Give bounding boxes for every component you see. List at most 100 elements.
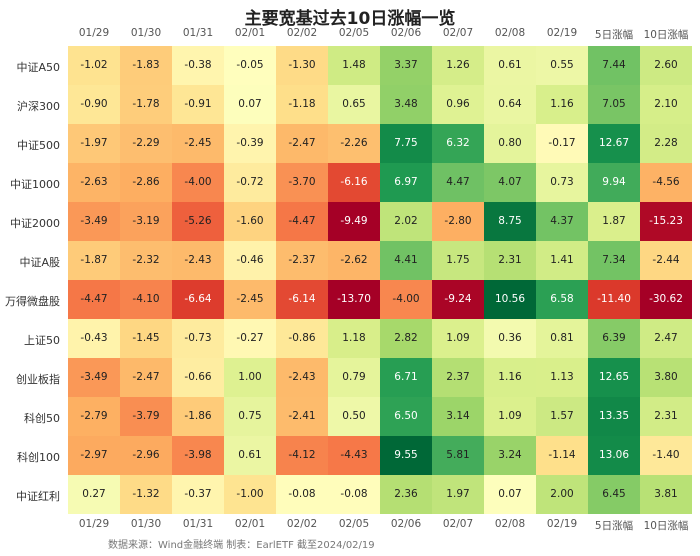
heatmap-cell: 5.81 bbox=[432, 436, 484, 475]
heatmap-cell: 6.58 bbox=[536, 280, 588, 319]
heatmap-cell: 2.00 bbox=[536, 475, 588, 514]
heatmap-cell: 9.94 bbox=[588, 163, 640, 202]
heatmap-cell: -6.14 bbox=[276, 280, 328, 319]
heatmap-cell: -0.08 bbox=[276, 475, 328, 514]
heatmap-cell: 1.41 bbox=[536, 241, 588, 280]
heatmap-cell: -1.78 bbox=[120, 85, 172, 124]
row-label: 沪深300 bbox=[17, 100, 60, 113]
heatmap-cell: 2.37 bbox=[432, 358, 484, 397]
heatmap-cell: 0.73 bbox=[536, 163, 588, 202]
heatmap-cell: 1.97 bbox=[432, 475, 484, 514]
heatmap-cell: -5.26 bbox=[172, 202, 224, 241]
heatmap-cell: 2.47 bbox=[640, 319, 692, 358]
heatmap-cell: 6.39 bbox=[588, 319, 640, 358]
heatmap-cell: 1.00 bbox=[224, 358, 276, 397]
heatmap-cell: 2.28 bbox=[640, 124, 692, 163]
row-label: 中证1000 bbox=[10, 178, 60, 191]
col-header-bottom: 02/07 bbox=[442, 518, 474, 530]
heatmap-cell: 0.75 bbox=[224, 397, 276, 436]
row-label: 科创100 bbox=[17, 451, 60, 464]
heatmap-cell: -4.10 bbox=[120, 280, 172, 319]
heatmap-cell: -2.47 bbox=[276, 124, 328, 163]
heatmap-cell: 12.67 bbox=[588, 124, 640, 163]
heatmap-cell: 0.61 bbox=[224, 436, 276, 475]
heatmap-cell: -0.43 bbox=[68, 319, 120, 358]
col-header-bottom: 01/31 bbox=[182, 518, 214, 530]
heatmap-cell: 7.75 bbox=[380, 124, 432, 163]
heatmap-cell: -2.41 bbox=[276, 397, 328, 436]
heatmap-cell: 0.36 bbox=[484, 319, 536, 358]
col-header-bottom: 02/01 bbox=[234, 518, 266, 530]
heatmap-cell: -1.18 bbox=[276, 85, 328, 124]
heatmap-cell: -9.24 bbox=[432, 280, 484, 319]
heatmap-cell: 1.48 bbox=[328, 46, 380, 85]
heatmap-cell: 1.09 bbox=[432, 319, 484, 358]
heatmap-cell: 0.81 bbox=[536, 319, 588, 358]
heatmap-cell: 2.31 bbox=[640, 397, 692, 436]
row-label: 中证2000 bbox=[10, 217, 60, 230]
heatmap-cell: -1.60 bbox=[224, 202, 276, 241]
heatmap-cell: 1.18 bbox=[328, 319, 380, 358]
heatmap-cell: -0.05 bbox=[224, 46, 276, 85]
heatmap-cell: -1.14 bbox=[536, 436, 588, 475]
col-header-top: 02/05 bbox=[338, 27, 370, 39]
heatmap-cell: 6.32 bbox=[432, 124, 484, 163]
heatmap-cell: 0.07 bbox=[484, 475, 536, 514]
col-header-bottom: 01/30 bbox=[130, 518, 162, 530]
heatmap-cell: 1.57 bbox=[536, 397, 588, 436]
heatmap-cell: -11.40 bbox=[588, 280, 640, 319]
col-header-bottom: 02/05 bbox=[338, 518, 370, 530]
heatmap-cell: -30.62 bbox=[640, 280, 692, 319]
heatmap-cell: 0.07 bbox=[224, 85, 276, 124]
heatmap-cell: -0.39 bbox=[224, 124, 276, 163]
col-header-bottom: 02/19 bbox=[546, 518, 578, 530]
heatmap-cell: 4.41 bbox=[380, 241, 432, 280]
heatmap-cell: -0.73 bbox=[172, 319, 224, 358]
heatmap-cell: 9.55 bbox=[380, 436, 432, 475]
heatmap-cell: -2.45 bbox=[172, 124, 224, 163]
heatmap-cell: -3.49 bbox=[68, 358, 120, 397]
heatmap-cell: 13.06 bbox=[588, 436, 640, 475]
heatmap-cell: 1.16 bbox=[536, 85, 588, 124]
heatmap-cell: -0.46 bbox=[224, 241, 276, 280]
heatmap-cell: -2.79 bbox=[68, 397, 120, 436]
heatmap-cell: 3.24 bbox=[484, 436, 536, 475]
heatmap-cell: -4.00 bbox=[380, 280, 432, 319]
row-label: 中证A股 bbox=[19, 256, 60, 269]
chart-title: 主要宽基过去10日涨幅一览 bbox=[244, 9, 456, 29]
heatmap-cell: -3.70 bbox=[276, 163, 328, 202]
heatmap-cell: 0.64 bbox=[484, 85, 536, 124]
heatmap-cell: 1.75 bbox=[432, 241, 484, 280]
heatmap-cell: -0.66 bbox=[172, 358, 224, 397]
col-header-top: 5日涨幅 bbox=[594, 29, 634, 41]
heatmap-cell: 2.36 bbox=[380, 475, 432, 514]
col-header-top: 01/31 bbox=[182, 27, 214, 39]
heatmap-cell: -4.00 bbox=[172, 163, 224, 202]
heatmap-cell: -0.27 bbox=[224, 319, 276, 358]
heatmap-cell: -2.43 bbox=[276, 358, 328, 397]
heatmap-cell: 4.07 bbox=[484, 163, 536, 202]
heatmap-cell: -2.29 bbox=[120, 124, 172, 163]
col-header-top: 10日涨幅 bbox=[643, 29, 689, 41]
heatmap-cell: -0.17 bbox=[536, 124, 588, 163]
col-header-top: 02/19 bbox=[546, 27, 578, 39]
heatmap-cell: 8.75 bbox=[484, 202, 536, 241]
heatmap-cell: 10.56 bbox=[484, 280, 536, 319]
heatmap-cell: -0.72 bbox=[224, 163, 276, 202]
heatmap-cell: -1.83 bbox=[120, 46, 172, 85]
heatmap-cell: 2.82 bbox=[380, 319, 432, 358]
heatmap-cell: -6.64 bbox=[172, 280, 224, 319]
heatmap-cell: 2.60 bbox=[640, 46, 692, 85]
heatmap-cell: -4.43 bbox=[328, 436, 380, 475]
heatmap-cell: -13.70 bbox=[328, 280, 380, 319]
heatmap-cell: -2.86 bbox=[120, 163, 172, 202]
col-header-top: 02/01 bbox=[234, 27, 266, 39]
heatmap-cell: 12.65 bbox=[588, 358, 640, 397]
heatmap-cell: -6.16 bbox=[328, 163, 380, 202]
row-label: 创业板指 bbox=[16, 373, 60, 386]
row-label: 中证500 bbox=[17, 139, 60, 152]
heatmap-cell: 3.48 bbox=[380, 85, 432, 124]
heatmap-cell: 13.35 bbox=[588, 397, 640, 436]
heatmap-cell: 0.61 bbox=[484, 46, 536, 85]
